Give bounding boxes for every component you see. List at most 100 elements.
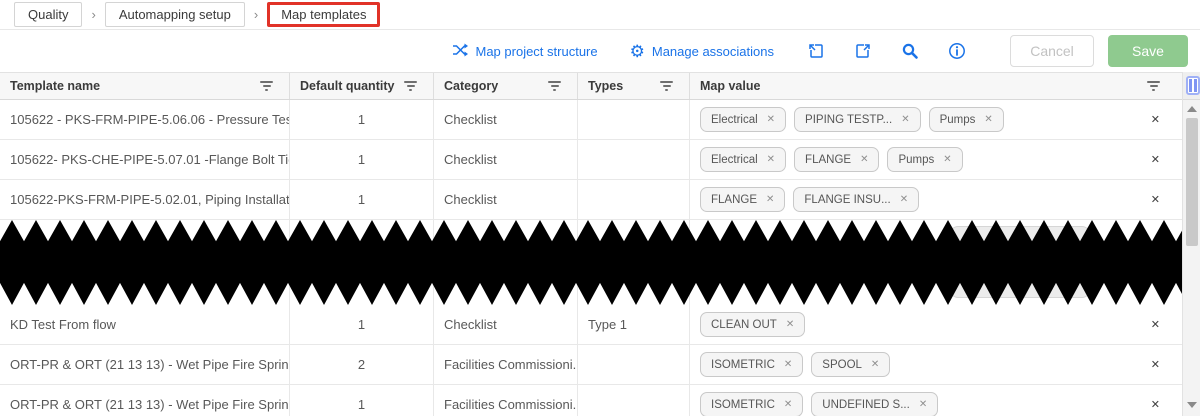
scroll-up-arrow[interactable] — [1187, 106, 1197, 112]
template-name-cell: ORT-PR & ORT (21 13 13) - Wet Pipe Fire … — [0, 385, 290, 416]
chip-remove-icon[interactable]: ✕ — [901, 114, 910, 125]
manage-associations-label: Manage associations — [651, 43, 774, 59]
breadcrumb-separator-icon: › — [91, 7, 96, 22]
default-quantity-cell: 1 — [290, 180, 434, 219]
row-remove-icon[interactable]: ✕ — [1150, 154, 1160, 166]
chip-label: ISOMETRIC — [711, 398, 775, 411]
column-label: Category — [444, 79, 499, 93]
map-value-chip[interactable]: CLEAN OUT ✕ — [700, 312, 806, 337]
chip-remove-icon[interactable]: ✕ — [783, 399, 793, 410]
chip-remove-icon[interactable]: ✕ — [766, 194, 775, 205]
chip-remove-icon[interactable]: ✕ — [899, 194, 909, 205]
category-cell: Checklist — [434, 140, 578, 179]
chip-remove-icon[interactable]: ✕ — [783, 359, 793, 370]
category-cell: Checklist — [434, 305, 578, 344]
toolbar: Map project structure ⚙ Manage associati… — [0, 30, 1200, 72]
mediation-icon — [452, 42, 469, 61]
chip-label: Pumps — [898, 153, 935, 166]
redaction-zone — [0, 220, 1200, 305]
map-value-chip[interactable]: Electrical ✕ — [700, 147, 787, 172]
map-value-chip[interactable]: ISOMETRIC ✕ — [700, 392, 804, 416]
filter-icon[interactable] — [1147, 81, 1160, 91]
chip-label: FLANGE — [805, 153, 852, 166]
chip-remove-icon[interactable]: ✕ — [766, 114, 776, 125]
breadcrumb-item-quality[interactable]: Quality — [14, 2, 83, 27]
filter-icon[interactable] — [660, 81, 673, 91]
row-remove-icon[interactable]: ✕ — [1150, 194, 1160, 206]
types-cell — [578, 345, 690, 384]
column-header-category: Category — [434, 73, 578, 99]
map-project-structure-link[interactable]: Map project structure — [452, 42, 598, 61]
info-icon[interactable] — [947, 41, 967, 61]
map-value-chip[interactable]: PIPING TESTP... ✕ — [794, 107, 921, 132]
template-name-cell: 105622- PKS-CHE-PIPE-5.07.01 -Flange Bol… — [0, 140, 290, 179]
map-value-chip[interactable]: FLANGE ✕ — [700, 187, 786, 212]
map-value-cell: FLANGE ✕ FLANGE INSU... ✕ ✕ — [690, 180, 1200, 219]
types-cell — [578, 180, 690, 219]
table-row: 105622- PKS-CHE-PIPE-5.07.01 -Flange Bol… — [0, 140, 1200, 180]
chip-remove-icon[interactable]: ✕ — [943, 154, 952, 165]
row-remove-icon[interactable]: ✕ — [1150, 359, 1160, 371]
map-value-chip[interactable]: ISOMETRIC ✕ — [700, 352, 804, 377]
row-remove-icon[interactable]: ✕ — [1150, 319, 1160, 331]
chip-label: Pumps — [939, 113, 976, 126]
cancel-button[interactable]: Cancel — [1010, 35, 1094, 67]
map-value-cell: CLEAN OUT ✕ ✕ — [690, 305, 1200, 344]
chip-remove-icon[interactable]: ✕ — [860, 154, 869, 165]
filter-icon[interactable] — [548, 81, 561, 91]
export-page-icon[interactable] — [853, 41, 873, 61]
template-name-cell: 105622-PKS-FRM-PIPE-5.02.01, Piping Inst… — [0, 180, 290, 219]
default-quantity-cell: 1 — [290, 140, 434, 179]
gear-icon: ⚙ — [629, 41, 645, 61]
chip-remove-icon[interactable]: ✕ — [984, 114, 993, 125]
column-label: Types — [588, 79, 624, 93]
save-button[interactable]: Save — [1108, 35, 1188, 67]
chip-remove-icon[interactable]: ✕ — [870, 359, 880, 370]
map-value-chip[interactable]: SPOOL ✕ — [811, 352, 891, 377]
scrollbar-rail — [1182, 72, 1200, 416]
map-templates-table: Template name Default quantity Category Typ… — [0, 72, 1200, 416]
map-value-chip[interactable]: UNDEFINED S... ✕ — [811, 392, 939, 416]
chip-label: ISOMETRIC — [711, 358, 775, 371]
breadcrumb-item-map-templates[interactable]: Map templates — [267, 2, 381, 27]
table-row: ORT-PR & ORT (21 13 13) - Wet Pipe Fire … — [0, 385, 1200, 416]
row-remove-icon[interactable]: ✕ — [1150, 399, 1160, 411]
scrollbar-thumb[interactable] — [1186, 118, 1198, 246]
map-value-chip[interactable]: Pumps ✕ — [928, 107, 1004, 132]
map-value-chip[interactable]: FLANGE ✕ — [794, 147, 880, 172]
map-value-chip[interactable]: FLANGE INSU... ✕ — [793, 187, 920, 212]
import-page-icon[interactable] — [806, 41, 826, 61]
category-cell: Facilities Commissioni... — [434, 385, 578, 416]
table-row: ORT-PR & ORT (21 13 13) - Wet Pipe Fire … — [0, 345, 1200, 385]
default-quantity-cell: 2 — [290, 345, 434, 384]
search-icon[interactable] — [900, 41, 920, 61]
category-cell: Checklist — [434, 100, 578, 139]
table-row: KD Test From flow 1 Checklist Type 1 CLEAN O… — [0, 305, 1200, 345]
map-value-chip[interactable]: Electrical ✕ — [700, 107, 787, 132]
map-value-cell: ISOMETRIC ✕ UNDEFINED S... ✕ ✕ — [690, 385, 1200, 416]
filter-icon[interactable] — [260, 81, 273, 91]
breadcrumb-item-automapping-setup[interactable]: Automapping setup — [104, 2, 245, 27]
category-cell: Facilities Commissioni... — [434, 345, 578, 384]
chip-label: CLEAN OUT — [711, 318, 777, 331]
scroll-down-arrow[interactable] — [1187, 402, 1197, 408]
column-header-template-name: Template name — [0, 73, 290, 99]
chip-remove-icon[interactable]: ✕ — [766, 154, 776, 165]
column-label: Template name — [10, 79, 101, 93]
column-header-map-value: Map value — [690, 73, 1200, 99]
column-picker-icon[interactable] — [1186, 76, 1200, 95]
chip-remove-icon[interactable]: ✕ — [918, 399, 928, 410]
template-name-cell: 105622 - PKS-FRM-PIPE-5.06.06 - Pressure… — [0, 100, 290, 139]
map-value-chip[interactable]: Pumps ✕ — [887, 147, 963, 172]
table-row: 105622-PKS-FRM-PIPE-5.02.01, Piping Inst… — [0, 180, 1200, 220]
filter-icon[interactable] — [404, 81, 417, 91]
chip-label: FLANGE — [711, 193, 758, 206]
row-remove-icon[interactable]: ✕ — [1150, 114, 1160, 126]
chip-label: Electrical — [711, 153, 758, 166]
map-project-structure-label: Map project structure — [475, 43, 598, 59]
default-quantity-cell: 1 — [290, 385, 434, 416]
chip-label: FLANGE INSU... — [804, 193, 891, 206]
manage-associations-link[interactable]: ⚙ Manage associations — [630, 43, 774, 60]
chip-remove-icon[interactable]: ✕ — [785, 319, 795, 330]
